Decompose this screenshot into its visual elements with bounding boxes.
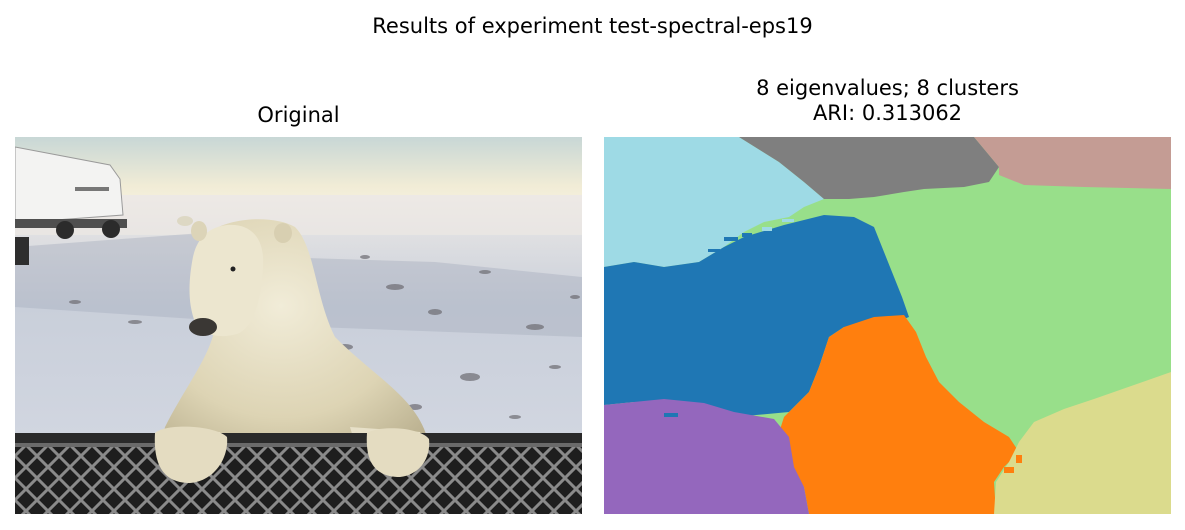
ari-score-label: ARI: 0.313062 <box>812 101 963 125</box>
polar-bear-photo <box>15 137 582 514</box>
segmentation-panel-title: 8 eigenvalues; 8 clusters ARI: 0.313062 <box>604 76 1171 126</box>
segmentation-image <box>604 137 1171 514</box>
cluster-region-grey <box>739 137 999 199</box>
cluster-region-brown <box>974 137 1171 189</box>
figure-suptitle: Results of experiment test-spectral-eps1… <box>372 14 813 38</box>
cluster-region-purple <box>604 399 809 514</box>
cluster-region-blue <box>604 215 909 417</box>
truck-shape <box>15 146 127 265</box>
segmentation-summary-label: 8 eigenvalues; 8 clusters <box>756 76 1019 100</box>
original-panel-title: Original <box>257 103 340 127</box>
railing-mesh <box>15 437 582 514</box>
cluster-region-light-blue <box>604 137 824 267</box>
cluster-region-orange <box>776 315 1019 514</box>
original-image <box>15 137 582 514</box>
cluster-map <box>604 137 1171 514</box>
cluster-region-khaki <box>994 372 1171 514</box>
